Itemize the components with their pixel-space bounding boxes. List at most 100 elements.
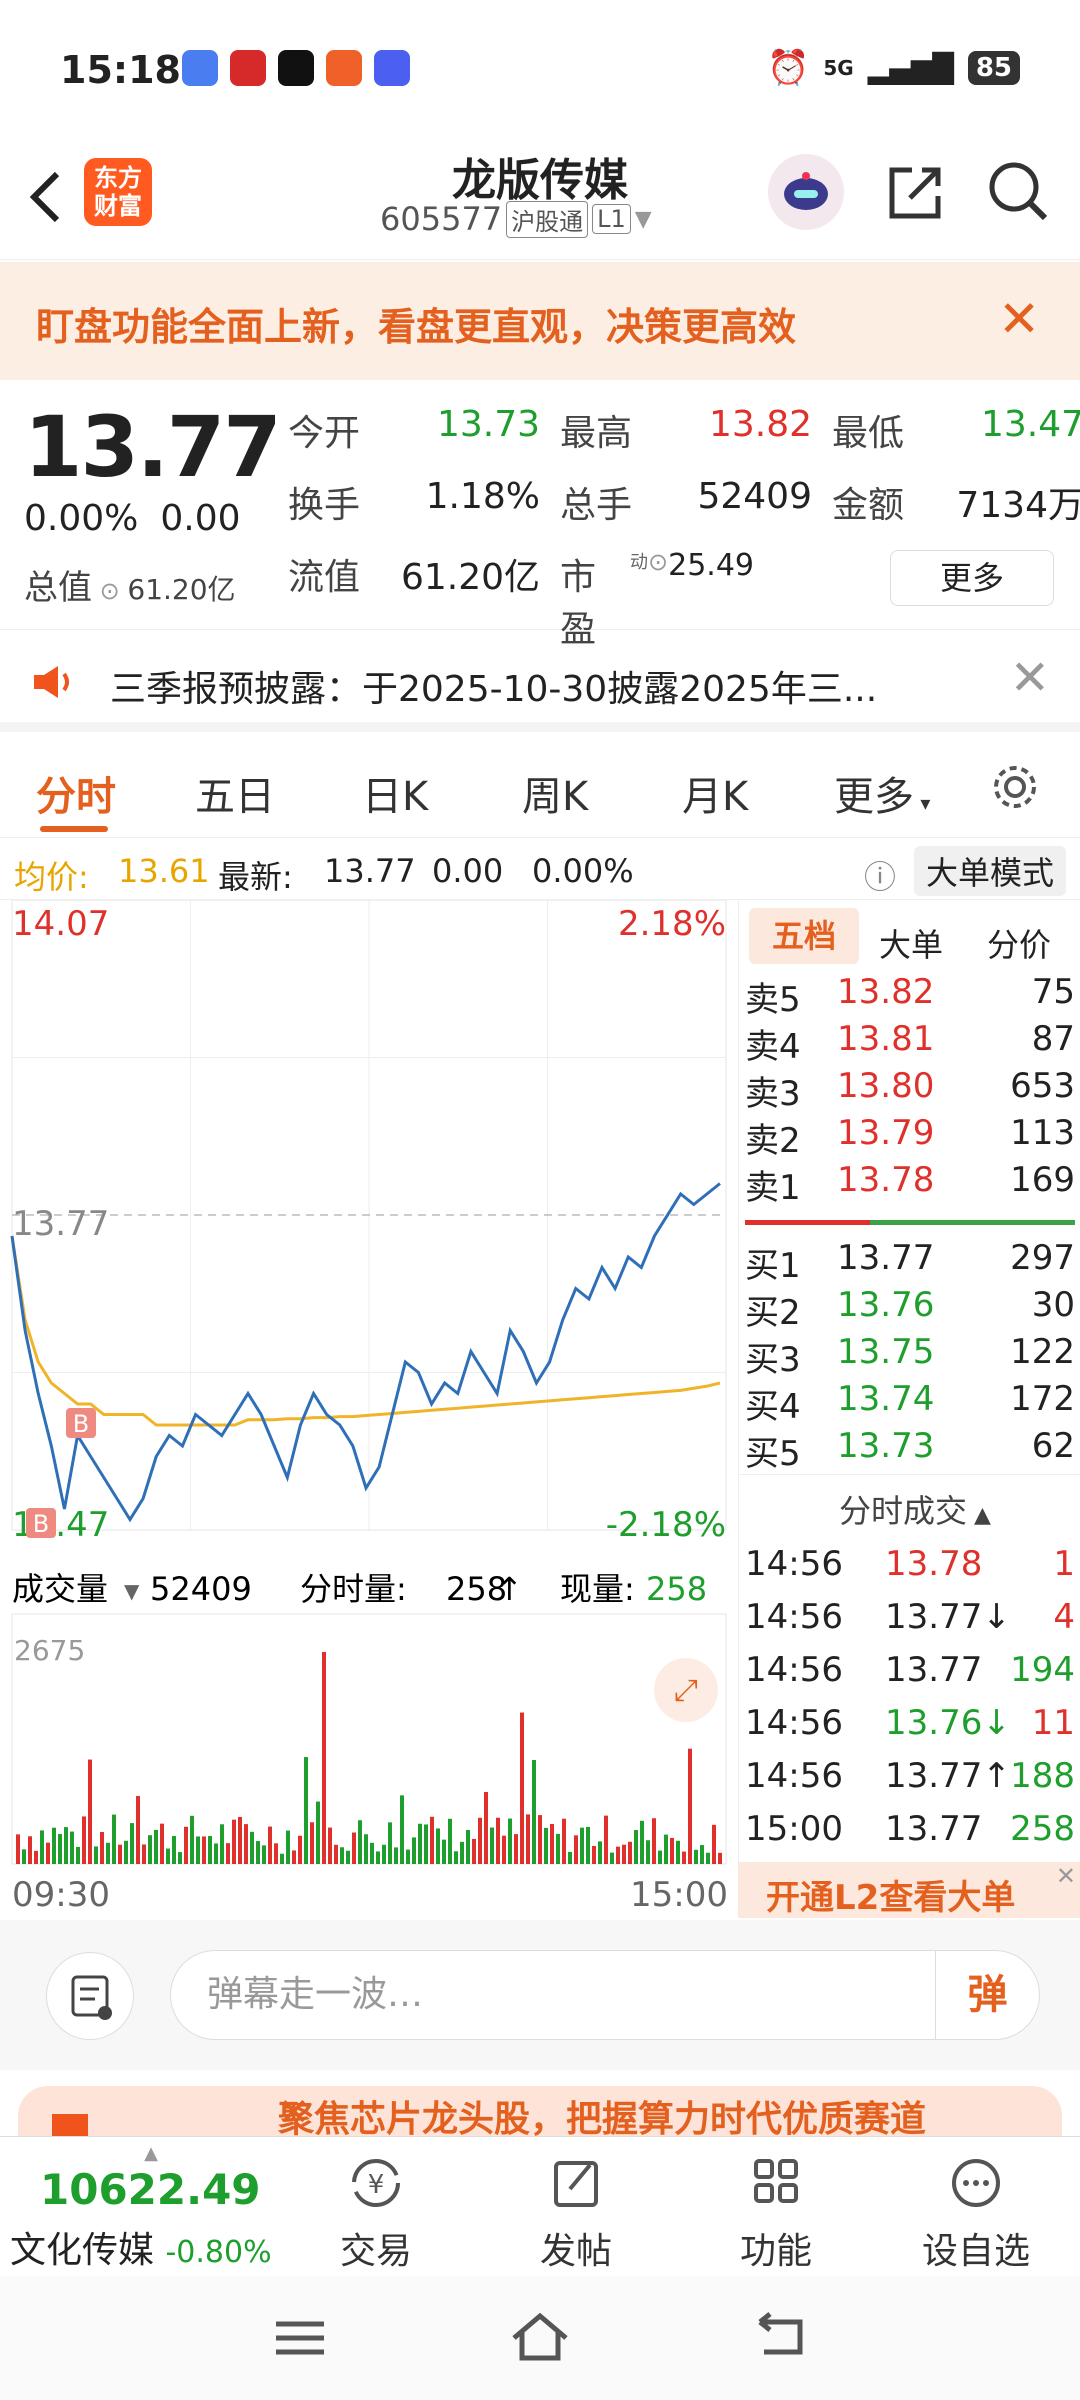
bid-row: 买5 13.73 62 [745,1422,1075,1474]
close-icon[interactable]: ✕ [1055,1862,1076,1890]
bid-price: 13.73 [837,1426,935,1466]
expand-icon: ⤢ [674,1673,698,1708]
now-vol-label: 现量: [560,1570,635,1608]
promo-banner[interactable]: 盯盘功能全面上新，看盘更直观，决策更高效 ✕ [0,262,1080,380]
stock-code-row[interactable]: 605577 沪股通 L1 ▼ [380,200,652,238]
danmu-send-button[interactable]: 弹 [935,1951,1039,2039]
share-icon[interactable] [882,160,948,226]
volume-bar [436,1828,440,1864]
bank-app-icon [230,50,266,86]
volume-bar [466,1829,470,1864]
trade-icon: ¥ [352,2159,400,2207]
danmu-input[interactable]: 弹幕走一波… 弹 [170,1950,1040,2040]
search-icon[interactable] [985,158,1051,224]
alarm-icon: ⏰ [766,48,810,88]
index-widget[interactable]: ▲ 10622.49 文化传媒 -0.80% [10,2143,272,2271]
active-tab-underline [40,826,108,832]
vol-max-label: 2675 [14,1634,85,1667]
announcement-text: 三季报预披露：于2025-10-30披露2025年三... [110,669,878,710]
tab-price-dist[interactable]: 分价 [987,926,1052,964]
trade-price: 13.78 [885,1544,983,1584]
y-top-label: 14.07 [12,904,109,944]
volume-bar [346,1850,350,1864]
home-icon[interactable] [508,2310,572,2364]
tab-monthly-k[interactable]: 月K [682,774,749,820]
nav-post[interactable]: 发帖 [506,2153,646,2274]
volume-label: 总手 [560,485,633,526]
nav-add-watchlist[interactable]: 设自选 [906,2153,1046,2274]
amount-value: 7134万 [956,485,1080,526]
bid-label: 买2 [745,1293,801,1333]
info-icon: ⊙ [648,548,669,576]
trade-volume: 258 [1010,1809,1075,1849]
low-value: 13.47 [980,404,1080,445]
volume-bar [166,1848,170,1864]
tab-intraday[interactable]: 分时 [36,774,116,820]
volume-bar [124,1840,128,1864]
volume-bar [316,1801,320,1864]
time-start-label: 09:30 [12,1875,110,1915]
high-value: 13.82 [708,404,812,445]
volume-bar [508,1818,512,1864]
ratio-bar-sell [745,1220,870,1225]
big-order-mode-button[interactable]: 大单模式 [914,846,1067,896]
intraday-chart-area[interactable]: 14.07 2.18% 13.77 13.47 -2.18% 成交量 ▼ 524… [0,899,1080,1918]
volume-bar [112,1814,116,1864]
tab-big-order[interactable]: 大单 [879,926,944,964]
announcement-close-icon[interactable]: ✕ [1009,650,1050,706]
volume-bar [688,1748,692,1864]
volume-bar [568,1851,572,1864]
nav-functions[interactable]: 功能 [706,2153,846,2274]
volume-dropdown-icon: ▼ [124,1579,140,1603]
change-amount: 0.00 [160,498,241,539]
announcement-bar[interactable]: 三季报预披露：于2025-10-30披露2025年三... ✕ [0,632,1080,732]
settings-icon[interactable] [988,760,1042,814]
banner-close-icon[interactable]: ✕ [998,290,1040,348]
danmu-toggle-icon[interactable] [46,1952,134,2040]
volume-bar [190,1815,194,1864]
time-end-label: 15:00 [630,1875,728,1915]
avg-price-line [10,1235,721,1427]
volume-bar [196,1836,200,1864]
nav-trade[interactable]: ¥ 交易 [306,2153,446,2274]
back-nav-icon[interactable] [750,2312,810,2362]
ask-label: 卖1 [745,1168,801,1208]
volume-bar [562,1818,566,1864]
open-value: 13.73 [436,404,540,445]
promo-close-icon[interactable]: ✕ [278,2090,310,2134]
trade-row: 14:56 13.78 1 [745,1540,1075,1593]
pct-top-label: 2.18% [618,904,726,944]
tab-5day[interactable]: 五日 [195,774,275,820]
volume-bar [82,1816,86,1864]
bid-label: 买4 [745,1387,801,1427]
tab-daily-k[interactable]: 日K [362,774,429,820]
trades-title[interactable]: 分时成交 ▲ [839,1492,991,1530]
volume-bar [520,1712,524,1864]
volume-value: 52409 [697,476,812,517]
bid-volume: 122 [1010,1332,1075,1372]
volume-value: 52409 [150,1570,252,1608]
volume-bar [652,1818,656,1864]
volume-bar [454,1851,458,1864]
l2-upgrade-banner[interactable]: 开通L2查看大单 ✕ [738,1862,1080,1918]
bid-row: 买1 13.77 297 [745,1234,1075,1286]
volume-bar [394,1847,398,1864]
more-button[interactable]: 更多 [890,550,1054,606]
volume-bar [664,1834,668,1864]
tab-more[interactable]: 更多 ▾ [834,774,931,820]
tab-weekly-k[interactable]: 周K [522,774,589,820]
expand-icon [654,1658,718,1722]
ai-assistant-icon[interactable] [768,154,844,230]
trade-row: 14:56 13.77↓ 4 [745,1593,1075,1646]
bid-price: 13.76 [837,1285,935,1325]
up-arrow-icon: ↑ [496,1570,523,1608]
volume-frame [11,1613,727,1865]
volume-bar [658,1850,662,1864]
tab-level5[interactable]: 五档 [749,908,859,964]
help-icon[interactable]: ⓘ [864,858,897,896]
volume-bar [232,1819,236,1864]
back-icon[interactable] [22,162,72,232]
menu-icon[interactable] [270,2316,330,2360]
eastmoney-logo[interactable]: 东方 财富 [84,158,152,226]
quote-panel: 13.77 0.00% 0.00 总值 ⊙ 61.20亿 今开 13.73 最高 13… [0,380,1080,650]
